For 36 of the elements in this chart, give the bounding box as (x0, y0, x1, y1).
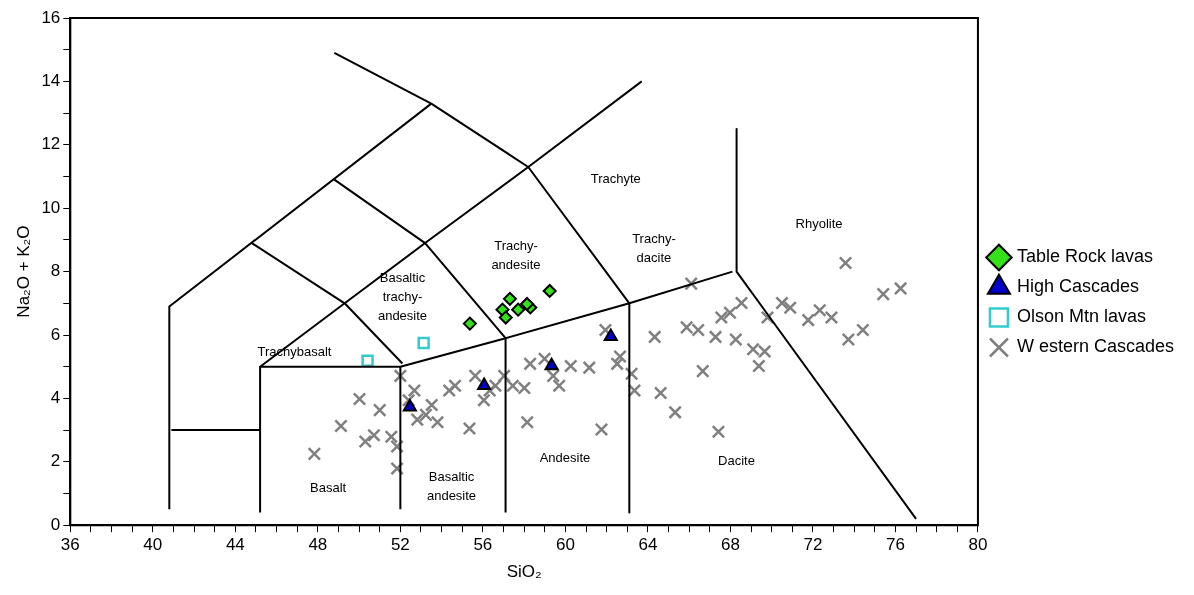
x-tick-label: 80 (968, 535, 988, 555)
x-tick-label: 44 (225, 535, 245, 555)
y-tick-label: 10 (41, 197, 61, 217)
x-tick-label: 40 (143, 535, 163, 555)
annotation: Dacite (718, 453, 755, 469)
annotation: Basaltic trachy- andesite (377, 269, 428, 323)
annotation: Basaltic andesite (426, 469, 477, 504)
y-tick-label: 4 (50, 388, 61, 408)
y-tick-label: 8 (50, 261, 61, 281)
y-tick-label: 2 (50, 451, 61, 471)
y-tick-label: 16 (41, 7, 61, 27)
x-tick-label: 36 (60, 535, 80, 555)
legend-label: Olson Mtn lavas (1016, 306, 1146, 327)
x-tick-label: 60 (555, 535, 575, 555)
x-tick-label: 48 (308, 535, 328, 555)
legend-label: W estern Cascades (1016, 336, 1174, 357)
y-tick-label: 6 (50, 324, 61, 344)
annotation: Andesite (539, 450, 591, 466)
y-axis-title: Na₂O + K₂O (13, 225, 33, 318)
annotation: Trachy- dacite (632, 231, 676, 266)
y-tick-label: 14 (41, 71, 61, 91)
x-tick-label: 52 (390, 535, 410, 555)
annotation: Basalt (310, 480, 347, 496)
legend-label: High Cascades (1016, 276, 1139, 297)
annotation: Trachyte (590, 171, 641, 187)
x-tick-label: 76 (885, 535, 905, 555)
x-axis-title: SiO₂ (506, 562, 542, 582)
x-tick-label: 64 (638, 535, 658, 555)
annotation: Trachy- andesite (491, 237, 541, 272)
x-tick-label: 68 (720, 535, 740, 555)
x-tick-label: 56 (473, 535, 493, 555)
y-tick-label: 12 (41, 134, 61, 154)
annotation: Rhyolite (795, 215, 843, 231)
legend-label: Table Rock lavas (1016, 246, 1154, 267)
y-tick-label: 0 (50, 514, 61, 534)
x-tick-label: 72 (803, 535, 823, 555)
